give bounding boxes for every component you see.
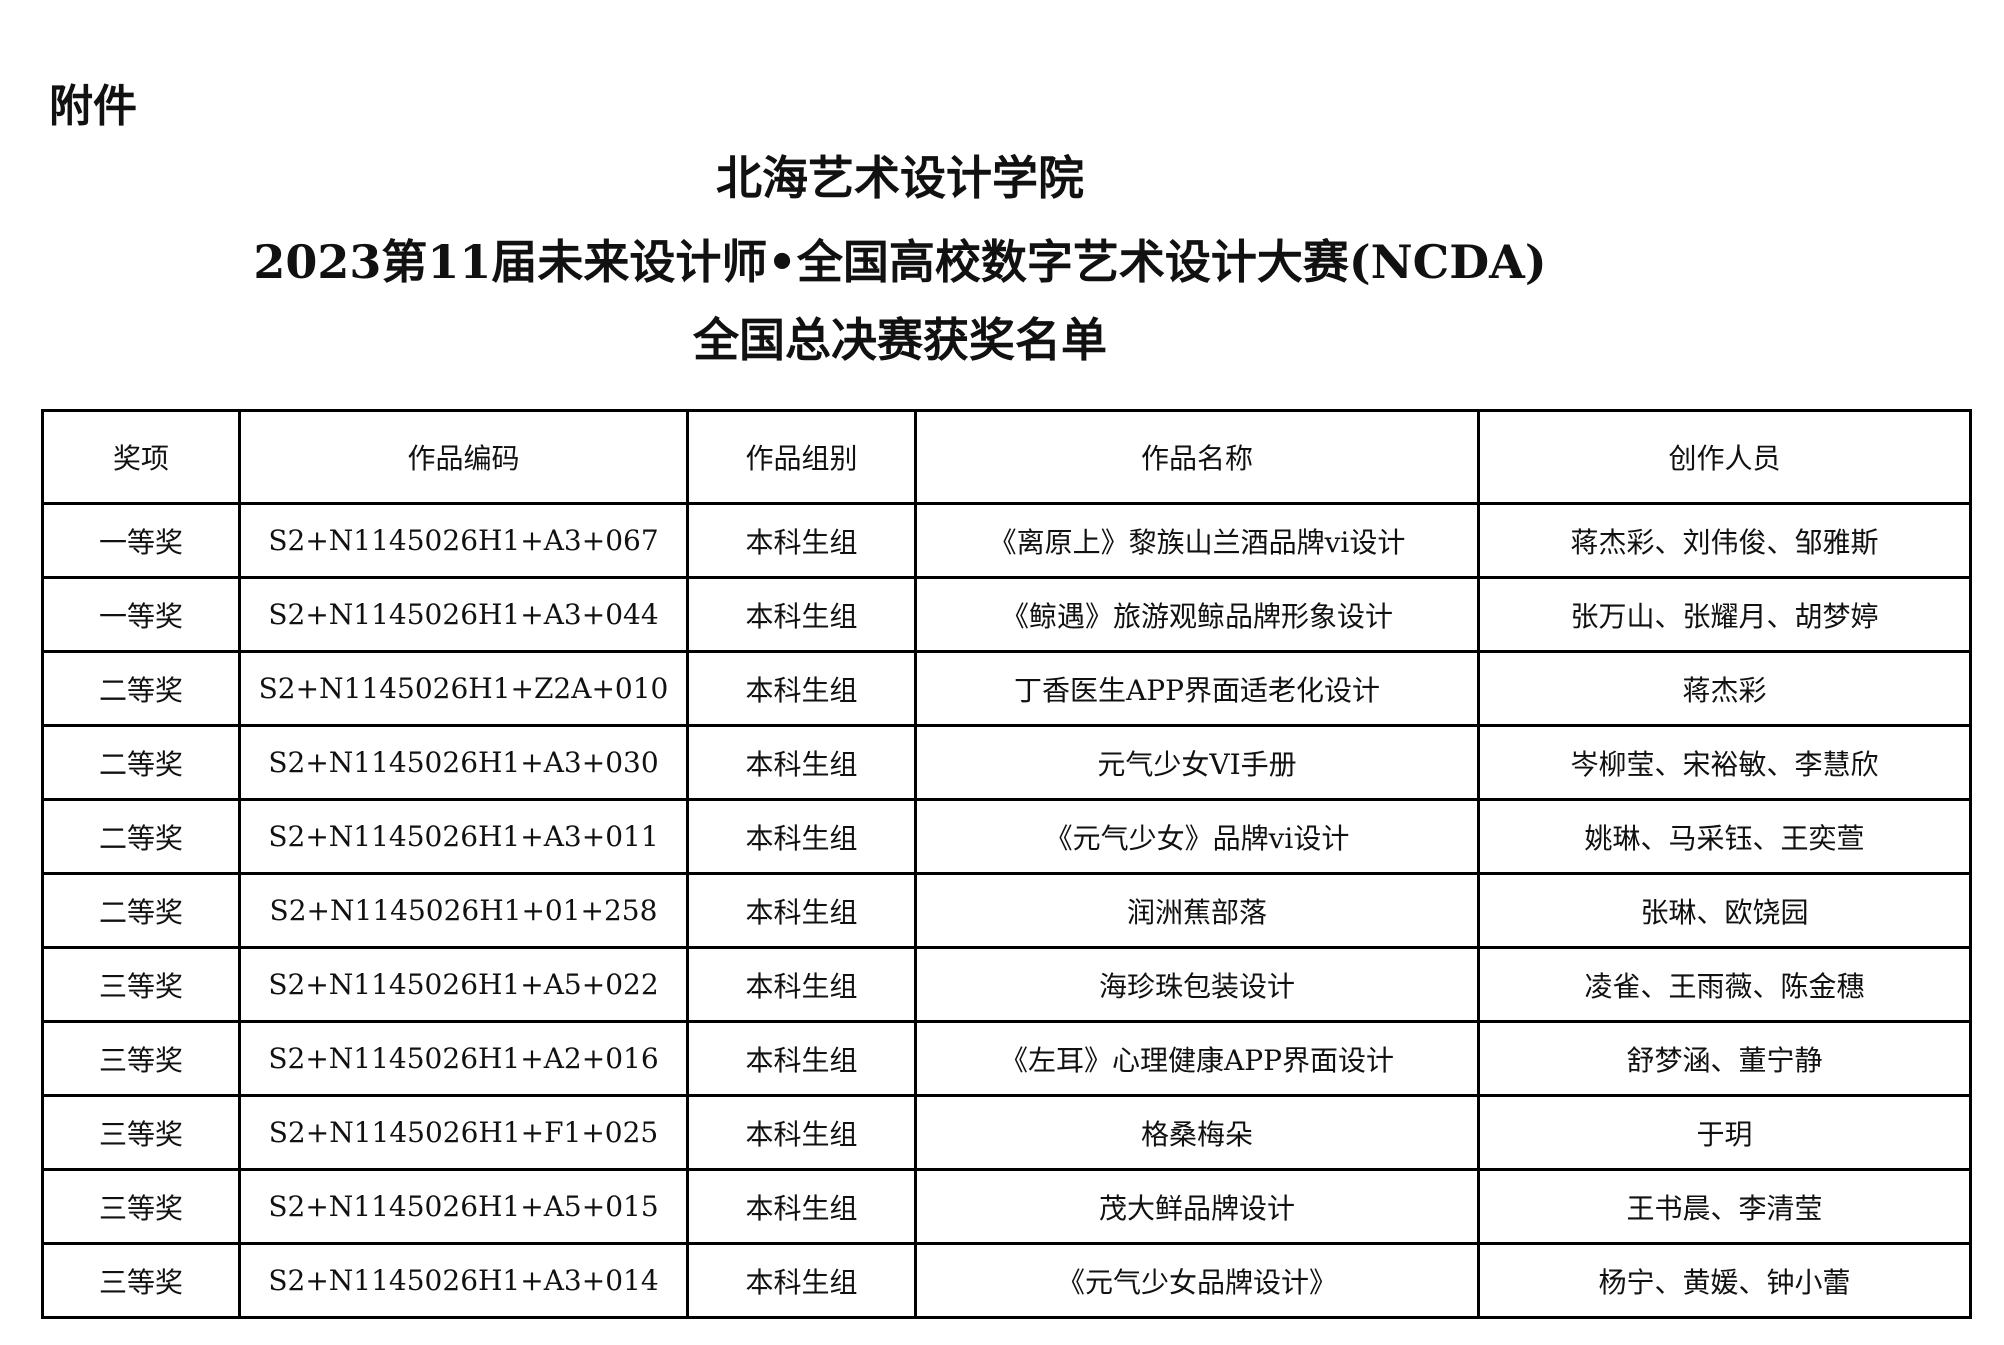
table-header-row: 奖项 作品编码 作品组别 作品名称 创作人员: [41, 409, 1972, 505]
cell-work-code: S2+N1145026H1+Z2A+010: [238, 650, 689, 727]
cell-group: 本科生组: [686, 502, 917, 579]
cell-work-title: 格桑梅朵: [914, 1094, 1480, 1171]
cell-work-title: 元气少女VI手册: [914, 724, 1480, 801]
cell-award: 一等奖: [41, 502, 241, 579]
cell-work-code: S2+N1145026H1+A5+022: [238, 946, 689, 1023]
table-row: 二等奖 S2+N1145026H1+A3+030 本科生组 元气少女VI手册 岑柳莹、宋…: [41, 724, 1972, 801]
cell-award: 三等奖: [41, 1020, 241, 1097]
cell-award: 二等奖: [41, 724, 241, 801]
column-header-group: 作品组别: [686, 409, 917, 505]
title-school: 北海艺术设计学院: [716, 151, 1084, 205]
cell-creators: 张万山、张耀月、胡梦婷: [1477, 576, 1972, 653]
cell-award: 三等奖: [41, 1168, 241, 1245]
cell-group: 本科生组: [686, 946, 917, 1023]
cell-work-title: 茂大鲜品牌设计: [914, 1168, 1480, 1245]
cell-group: 本科生组: [686, 1094, 917, 1171]
cell-work-title: 润洲蕉部落: [914, 872, 1480, 949]
table-row: 二等奖 S2+N1145026H1+01+258 本科生组 润洲蕉部落 张琳、欧饶园: [41, 872, 1972, 949]
cell-award: 三等奖: [41, 1094, 241, 1171]
attachment-label: 附件: [49, 81, 137, 132]
cell-work-code: S2+N1145026H1+A3+044: [238, 576, 689, 653]
table-row: 二等奖 S2+N1145026H1+Z2A+010 本科生组 丁香医生APP界面适老化…: [41, 650, 1972, 727]
cell-creators: 蒋杰彩、刘伟俊、邹雅斯: [1477, 502, 1972, 579]
cell-group: 本科生组: [686, 1242, 917, 1319]
title-list: 全国总决赛获奖名单: [693, 313, 1107, 367]
cell-work-code: S2+N1145026H1+A3+067: [238, 502, 689, 579]
cell-award: 二等奖: [41, 798, 241, 875]
column-header-work-code: 作品编码: [238, 409, 689, 505]
cell-award: 二等奖: [41, 650, 241, 727]
title-competition: 2023第11届未来设计师•全国高校数字艺术设计大赛(NCDA): [253, 235, 1547, 289]
cell-work-title: 《左耳》心理健康APP界面设计: [914, 1020, 1480, 1097]
cell-work-title: 《离原上》黎族山兰酒品牌vi设计: [914, 502, 1480, 579]
cell-award: 三等奖: [41, 1242, 241, 1319]
cell-creators: 舒梦涵、董宁静: [1477, 1020, 1972, 1097]
cell-work-title: 丁香医生APP界面适老化设计: [914, 650, 1480, 727]
cell-award: 二等奖: [41, 872, 241, 949]
cell-work-code: S2+N1145026H1+A3+011: [238, 798, 689, 875]
cell-group: 本科生组: [686, 724, 917, 801]
table-row: 三等奖 S2+N1145026H1+A5+015 本科生组 茂大鲜品牌设计 王书晨、李清…: [41, 1168, 1972, 1245]
cell-work-code: S2+N1145026H1+F1+025: [238, 1094, 689, 1171]
cell-group: 本科生组: [686, 1168, 917, 1245]
table-row: 一等奖 S2+N1145026H1+A3+044 本科生组 《鲸遇》旅游观鲸品牌形象设…: [41, 576, 1972, 653]
cell-work-title: 《鲸遇》旅游观鲸品牌形象设计: [914, 576, 1480, 653]
cell-creators: 王书晨、李清莹: [1477, 1168, 1972, 1245]
table-row: 三等奖 S2+N1145026H1+A2+016 本科生组 《左耳》心理健康APP界面…: [41, 1020, 1972, 1097]
cell-award: 三等奖: [41, 946, 241, 1023]
table-row: 二等奖 S2+N1145026H1+A3+011 本科生组 《元气少女》品牌vi设计姚…: [41, 798, 1972, 875]
cell-creators: 蒋杰彩: [1477, 650, 1972, 727]
cell-work-title: 《元气少女品牌设计》: [914, 1242, 1480, 1319]
column-header-award: 奖项: [41, 409, 241, 505]
cell-award: 一等奖: [41, 576, 241, 653]
cell-creators: 姚琳、马采钰、王奕萱: [1477, 798, 1972, 875]
cell-work-title: 海珍珠包装设计: [914, 946, 1480, 1023]
cell-creators: 凌雀、王雨薇、陈金穗: [1477, 946, 1972, 1023]
cell-creators: 杨宁、黄媛、钟小蕾: [1477, 1242, 1972, 1319]
column-header-work-title: 作品名称: [914, 409, 1480, 505]
table-row: 三等奖 S2+N1145026H1+F1+025 本科生组 格桑梅朵 于玥: [41, 1094, 1972, 1171]
awards-table: 奖项 作品编码 作品组别 作品名称 创作人员 一等奖 S2+N1145026H1+A3+0…: [41, 409, 1972, 1319]
cell-group: 本科生组: [686, 872, 917, 949]
table-row: 三等奖 S2+N1145026H1+A3+014 本科生组 《元气少女品牌设计》 杨宁、…: [41, 1242, 1972, 1319]
column-header-creators: 创作人员: [1477, 409, 1972, 505]
cell-work-title: 《元气少女》品牌vi设计: [914, 798, 1480, 875]
cell-work-code: S2+N1145026H1+01+258: [238, 872, 689, 949]
cell-work-code: S2+N1145026H1+A3+014: [238, 1242, 689, 1319]
cell-work-code: S2+N1145026H1+A2+016: [238, 1020, 689, 1097]
cell-work-code: S2+N1145026H1+A5+015: [238, 1168, 689, 1245]
cell-group: 本科生组: [686, 576, 917, 653]
cell-creators: 张琳、欧饶园: [1477, 872, 1972, 949]
cell-creators: 岑柳莹、宋裕敏、李慧欣: [1477, 724, 1972, 801]
table-row: 一等奖 S2+N1145026H1+A3+067 本科生组 《离原上》黎族山兰酒品牌v…: [41, 502, 1972, 579]
cell-group: 本科生组: [686, 650, 917, 727]
table-row: 三等奖 S2+N1145026H1+A5+022 本科生组 海珍珠包装设计 凌雀、王雨薇…: [41, 946, 1972, 1023]
cell-group: 本科生组: [686, 798, 917, 875]
cell-creators: 于玥: [1477, 1094, 1972, 1171]
cell-group: 本科生组: [686, 1020, 917, 1097]
cell-work-code: S2+N1145026H1+A3+030: [238, 724, 689, 801]
